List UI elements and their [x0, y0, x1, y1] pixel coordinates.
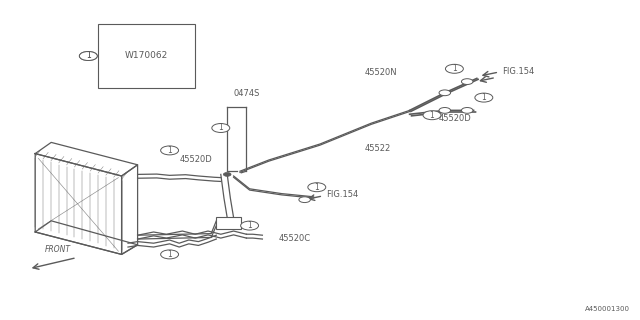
Circle shape — [439, 90, 451, 96]
Circle shape — [308, 183, 326, 192]
Text: 45520D: 45520D — [438, 114, 471, 123]
Bar — [216, 217, 241, 229]
Text: 45522: 45522 — [365, 144, 391, 153]
Circle shape — [223, 172, 231, 176]
Circle shape — [161, 146, 179, 155]
Circle shape — [161, 250, 179, 259]
Circle shape — [79, 52, 97, 60]
Text: 1: 1 — [167, 250, 172, 259]
Text: 45520D: 45520D — [179, 156, 212, 164]
Text: 1: 1 — [481, 93, 486, 102]
Text: 1: 1 — [86, 52, 91, 60]
Text: 1: 1 — [247, 221, 252, 230]
Circle shape — [445, 64, 463, 73]
Circle shape — [423, 111, 441, 120]
Text: FRONT: FRONT — [45, 245, 70, 254]
Circle shape — [461, 108, 473, 113]
Text: 1: 1 — [86, 52, 91, 60]
Circle shape — [241, 221, 259, 230]
Text: FIG.154: FIG.154 — [502, 67, 534, 76]
Circle shape — [461, 79, 473, 84]
Circle shape — [439, 108, 451, 113]
Text: A450001300: A450001300 — [586, 306, 630, 312]
Text: 1: 1 — [218, 124, 223, 132]
Text: 1: 1 — [167, 146, 172, 155]
Circle shape — [212, 124, 230, 132]
Text: 1: 1 — [314, 183, 319, 192]
Text: 1: 1 — [452, 64, 457, 73]
Text: 45520N: 45520N — [365, 68, 397, 77]
Text: 45520C: 45520C — [278, 234, 310, 243]
Text: 0474S: 0474S — [234, 89, 260, 98]
Circle shape — [299, 197, 310, 203]
Text: W170062: W170062 — [125, 52, 168, 60]
Circle shape — [475, 93, 493, 102]
Text: 1: 1 — [429, 111, 435, 120]
Circle shape — [79, 52, 97, 60]
Text: FIG.154: FIG.154 — [326, 190, 358, 199]
